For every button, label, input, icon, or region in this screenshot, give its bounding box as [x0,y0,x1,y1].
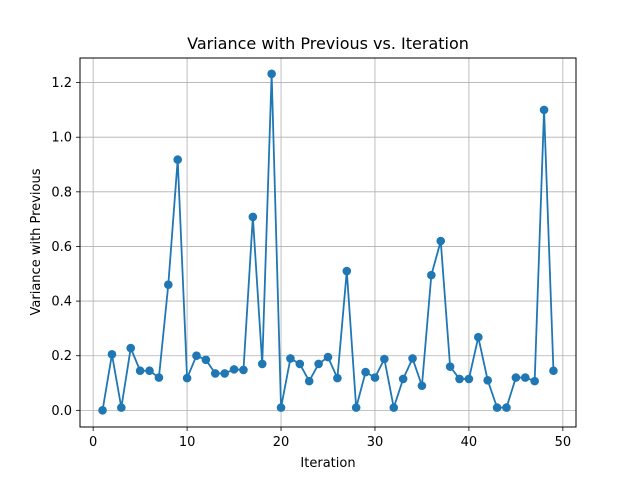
data-point [436,236,446,246]
x-axis-label: Iteration [300,456,355,471]
data-point [295,359,305,369]
plot-frame [79,57,577,428]
data-point [492,403,502,412]
data-point [398,374,408,384]
data-point [351,403,361,412]
data-point [229,365,239,374]
y-tick-label: 0.0 [51,404,72,419]
data-point [220,369,229,378]
x-tick-label: 20 [273,435,290,450]
data-point [549,366,558,376]
data-point [511,373,521,382]
data-point [239,365,248,375]
x-tick-label: 0 [89,435,97,450]
data-point [323,352,333,362]
data-point [427,270,436,280]
data-point [445,362,455,371]
data-point [154,373,164,382]
data-point [464,374,474,384]
x-tick-label: 30 [367,435,384,450]
x-tick-label: 50 [555,435,572,450]
x-tick-label: 10 [179,435,196,450]
data-point [342,266,352,276]
series [98,69,558,415]
y-tick-label: 0.6 [51,240,72,255]
data-point [304,376,314,386]
data-point [370,373,380,382]
data-point [173,155,182,164]
data-point [210,369,220,378]
y-tick-label: 0.4 [51,295,72,310]
data-point [417,381,427,391]
data-point [276,403,286,412]
data-point [502,403,511,412]
data-point [455,374,464,384]
data-point [530,376,539,386]
data-point [520,373,530,382]
data-point [145,366,154,376]
y-tick-label: 0.2 [51,349,72,364]
grid [80,58,576,427]
data-point [164,280,173,289]
data-point [182,373,192,383]
chart-title: Variance with Previous vs. Iteration [187,34,469,53]
data-point [389,403,399,412]
data-point [314,359,323,369]
data-point [192,351,201,361]
data-point [126,343,136,353]
data-point [201,355,211,365]
data-point [361,367,370,377]
y-axis-label: Variance with Previous [29,168,44,315]
data-point [248,212,258,222]
y-tick-label: 1.0 [51,131,72,146]
data-point [98,406,107,415]
axis-ticks: 0 10 20 30 40 50 0.0 0.2 0.4 0.6 0.8 1.0 1.2 [51,76,571,450]
data-point [539,105,549,115]
y-tick-label: 1.2 [51,76,72,91]
data-point [257,359,267,369]
data-point [483,375,492,385]
data-point [267,69,276,79]
x-tick-label: 40 [461,435,478,450]
data-point [408,354,417,363]
y-tick-label: 0.8 [51,185,72,200]
data-point [135,366,145,376]
data-point [380,354,389,364]
data-point [286,354,295,363]
data-point [474,332,483,342]
data-point [117,403,126,412]
data-point [333,373,342,383]
data-point [107,350,117,359]
